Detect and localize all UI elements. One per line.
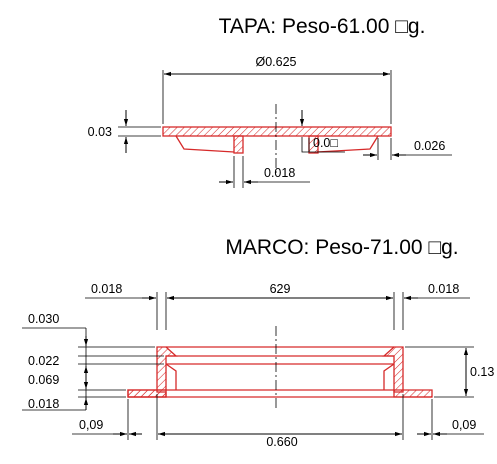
tapa-diameter-label: Ø0.625 [255, 55, 296, 69]
tapa-plate [162, 126, 392, 137]
tapa-rib-gap-label: 0.0□ [313, 136, 338, 150]
tapa-title: TAPA: Peso-61.00 □g. [219, 15, 426, 38]
tapa-rib-left [233, 135, 244, 154]
marco-v1-label: 0.030 [28, 312, 59, 326]
tapa-thickness-label: 0.03 [88, 125, 112, 139]
marco-v2-label: 0.022 [28, 354, 59, 368]
tapa-section [162, 104, 392, 176]
marco-title: MARCO: Peso-71.00 □g. [225, 236, 458, 259]
tapa-underside-right [316, 135, 379, 153]
tapa-dimensions: Ø0.625 0.03 0.0□ 0.026 0.018 [88, 55, 452, 188]
marco-right-wall-label: 0.018 [428, 282, 459, 296]
marco-left-flange [127, 389, 167, 398]
tapa-underside-left [175, 135, 235, 153]
tapa-rib-width-label: 0.018 [264, 166, 295, 180]
marco-left-wall-label: 0.018 [91, 282, 122, 296]
marco-right-flange [393, 389, 433, 398]
tapa-edge-label: 0.026 [414, 139, 445, 153]
marco-base-label: 0.660 [266, 435, 297, 449]
marco-section [127, 326, 433, 410]
marco-height-label: 0.13 [470, 365, 494, 379]
marco-flange-right-label: 0,09 [452, 418, 476, 432]
marco-flange-left-label: 0,09 [79, 418, 103, 432]
marco-dimensions: 0.018 629 0.018 0.030 0.022 0.069 0.018 … [22, 282, 494, 449]
marco-v3-label: 0.069 [28, 373, 59, 387]
marco-v4-label: 0.018 [28, 397, 59, 411]
marco-inner-span-label: 629 [270, 282, 291, 296]
